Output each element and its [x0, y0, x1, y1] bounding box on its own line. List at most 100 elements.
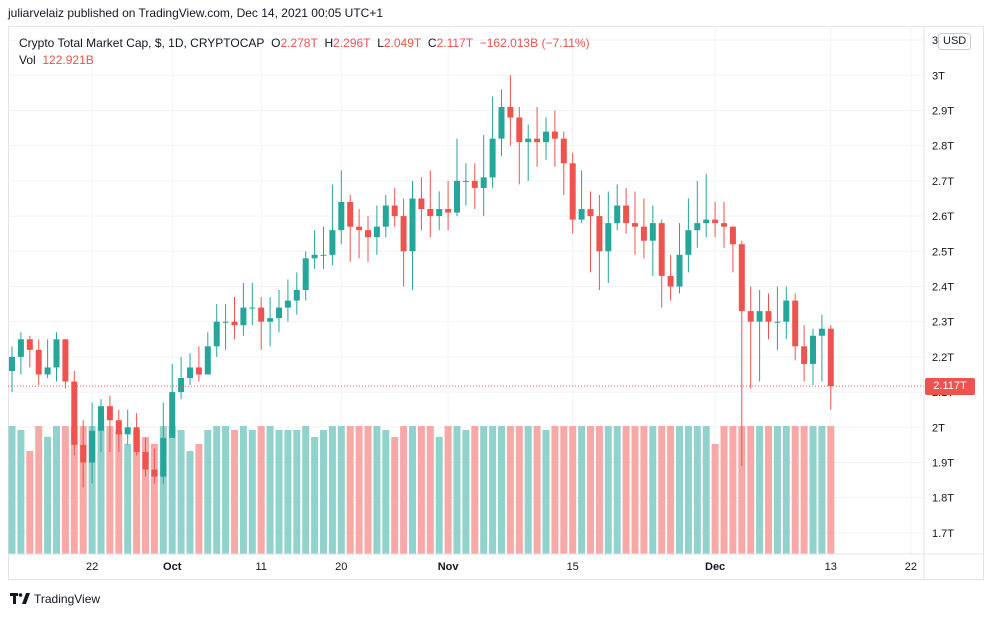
volume-bar	[142, 437, 149, 554]
volume-bar	[186, 451, 194, 554]
tradingview-logo-icon	[10, 593, 30, 604]
volume-bar	[311, 437, 319, 554]
candle-body	[738, 244, 745, 312]
volume-bar	[791, 426, 799, 554]
candle-body	[115, 420, 122, 435]
legend-open-label: O	[271, 36, 281, 50]
candle-body	[204, 346, 211, 375]
candle-body	[258, 307, 265, 322]
volume-bar	[782, 426, 790, 554]
candle-body	[302, 258, 309, 290]
volume-bar	[168, 426, 176, 554]
candlestick-chart[interactable]: 1.7T1.8T1.9T2T2.1T2.2T2.3T2.4T2.5T2.6T2.…	[8, 26, 984, 580]
candle-body	[44, 367, 51, 375]
candle-body	[240, 307, 247, 326]
candles	[9, 75, 834, 488]
volume-bar	[631, 426, 639, 554]
legend-high-value: 2.296T	[333, 36, 371, 50]
volume-bar	[542, 430, 550, 554]
volume-bar	[61, 426, 69, 554]
legend-symbol[interactable]: Crypto Total Market Cap, $, 1D, CRYPTOCA…	[19, 36, 265, 50]
candle-body	[587, 209, 594, 217]
candle-body	[329, 230, 336, 255]
volume-bar	[213, 426, 221, 554]
candle-body	[26, 339, 33, 350]
candle-body	[160, 437, 167, 477]
y-tick-label: 2T	[932, 422, 945, 434]
tradingview-logo[interactable]: TradingView	[10, 592, 100, 606]
candle-body	[729, 226, 736, 245]
volume-bar	[667, 426, 675, 554]
volume-bar	[506, 426, 514, 554]
candle-body	[658, 223, 665, 276]
x-tick-label: 11	[255, 561, 266, 573]
volume-bar	[524, 426, 532, 554]
candle-body	[169, 392, 176, 438]
volume-bar	[355, 426, 363, 554]
candle-body	[427, 209, 434, 217]
volume-bar	[248, 430, 256, 554]
volume-bar	[480, 426, 488, 554]
chart-frame[interactable]	[8, 26, 984, 580]
legend-low-label: L	[377, 36, 384, 50]
candle-body	[133, 427, 140, 452]
candle-body	[436, 209, 443, 217]
candle-body	[712, 219, 719, 224]
candle-body	[213, 321, 220, 347]
candle-body	[80, 444, 87, 463]
volume-bar	[515, 426, 523, 554]
candle-body	[195, 367, 202, 375]
volume-bars	[8, 426, 835, 554]
candle-body	[525, 138, 532, 143]
time-axis[interactable]: 22 Oct 11 20 Nov 15 Dec 13 22	[86, 561, 917, 573]
tradingview-logo-text: TradingView	[34, 592, 101, 606]
volume-bar	[676, 426, 683, 554]
y-tick-label: 2.2T	[932, 352, 954, 364]
volume-bar	[818, 426, 826, 554]
volume-bar	[756, 426, 764, 554]
volume-bar	[720, 426, 728, 554]
candle-body	[756, 311, 763, 322]
candle-body	[249, 307, 256, 309]
candle-body	[774, 321, 781, 323]
candle-body	[373, 226, 380, 238]
candle-body	[293, 290, 300, 301]
candle-body	[311, 254, 318, 259]
candle-body	[124, 427, 131, 435]
candle-body	[347, 202, 354, 227]
y-tick-label: 2.3T	[932, 317, 954, 329]
y-tick-label: 3T	[932, 70, 945, 82]
currency-button[interactable]: USD	[938, 33, 972, 50]
volume-bar	[498, 426, 505, 554]
volume-bar	[827, 426, 835, 554]
volume-bar	[239, 426, 247, 554]
volume-bar	[649, 426, 657, 554]
candle-body	[454, 180, 460, 213]
volume-bar	[533, 426, 541, 554]
volume-bar	[133, 430, 141, 554]
candle-body	[98, 406, 104, 431]
volume-bar	[560, 426, 568, 554]
volume-bar	[773, 426, 781, 554]
candle-body	[765, 311, 772, 322]
volume-bar	[578, 426, 586, 554]
candle-body	[178, 378, 185, 393]
volume-bar	[17, 430, 25, 554]
candle-body	[391, 205, 398, 217]
volume-bar	[569, 426, 577, 554]
volume-bar	[809, 426, 817, 554]
legend-vol-label: Vol	[19, 53, 36, 67]
candle-body	[783, 300, 790, 322]
volume-bar	[426, 426, 434, 554]
volume-bar	[97, 426, 105, 554]
candle-body	[365, 230, 371, 238]
volume-bar	[391, 437, 399, 554]
candle-body	[632, 223, 638, 227]
volume-bar	[711, 444, 719, 554]
volume-bar	[44, 437, 52, 554]
price-axis[interactable]: 1.7T1.8T1.9T2T2.1T2.2T2.3T2.4T2.5T2.6T2.…	[932, 35, 954, 540]
volume-bar	[257, 426, 265, 554]
volume-bar	[26, 451, 34, 554]
volume-bar	[400, 426, 408, 554]
volume-bar	[302, 426, 310, 554]
